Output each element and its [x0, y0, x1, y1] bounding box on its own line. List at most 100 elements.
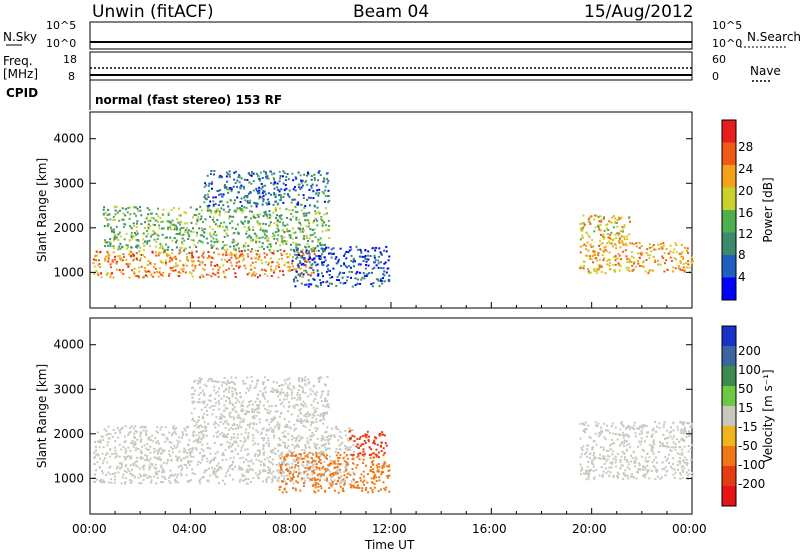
data-cell — [241, 468, 244, 471]
data-cell — [112, 276, 115, 279]
data-cell — [172, 427, 175, 430]
data-cell — [241, 211, 244, 214]
data-cell — [228, 412, 231, 415]
data-cell — [261, 245, 264, 248]
data-cell — [318, 466, 321, 469]
data-cell — [115, 237, 118, 240]
data-cell — [670, 260, 673, 262]
data-cell — [155, 482, 158, 485]
data-cell — [295, 480, 298, 483]
data-cell — [266, 411, 269, 414]
data-cell — [659, 477, 662, 480]
data-cell — [311, 432, 314, 434]
data-cell — [117, 255, 119, 257]
data-cell — [206, 208, 209, 211]
data-cell — [261, 393, 264, 396]
data-cell — [651, 246, 654, 249]
data-cell — [258, 246, 261, 249]
data-cell — [194, 264, 197, 267]
data-cell — [258, 177, 261, 180]
data-cell — [658, 422, 661, 425]
data-cell — [145, 235, 148, 238]
data-cell — [657, 451, 660, 453]
data-cell — [267, 466, 270, 469]
data-cell — [161, 227, 164, 230]
data-cell — [308, 273, 311, 276]
data-cell — [294, 285, 297, 288]
data-cell — [236, 436, 239, 439]
freq-panel — [89, 51, 772, 82]
data-cell — [287, 463, 290, 466]
data-cell — [92, 258, 95, 261]
data-cell — [293, 466, 296, 469]
data-cell — [645, 473, 648, 476]
data-cell — [306, 236, 309, 239]
data-cell — [321, 261, 323, 264]
data-cell — [171, 252, 174, 255]
power-tick-4: 4 — [738, 270, 746, 284]
data-cell — [349, 453, 352, 456]
data-cell — [127, 265, 130, 268]
data-cell — [608, 220, 611, 223]
data-cell — [282, 224, 285, 227]
data-cell — [96, 461, 99, 464]
data-cell — [599, 453, 601, 456]
data-cell — [323, 454, 326, 457]
data-cell — [316, 285, 319, 288]
data-cell — [280, 195, 282, 198]
freq-tick-bottom: 8 — [68, 70, 75, 83]
data-cell — [216, 225, 219, 228]
data-cell — [120, 448, 123, 451]
data-cell — [643, 468, 646, 471]
data-cell — [240, 426, 243, 429]
data-cell — [264, 171, 267, 174]
data-cell — [307, 279, 310, 282]
data-cell — [278, 423, 281, 426]
data-cell — [283, 475, 286, 478]
data-cell — [227, 467, 230, 470]
data-cell — [288, 387, 291, 390]
data-cell — [674, 267, 677, 270]
data-cell — [228, 386, 231, 389]
data-cell — [268, 203, 271, 205]
data-cell — [681, 454, 684, 457]
data-cell — [174, 269, 177, 272]
data-cell — [233, 209, 236, 212]
data-cell — [291, 462, 294, 465]
data-cell — [248, 228, 251, 231]
data-cell — [285, 240, 288, 243]
data-cell — [652, 441, 655, 444]
data-cell — [264, 213, 267, 216]
data-cell — [249, 191, 252, 193]
data-cell — [224, 258, 227, 261]
data-cell — [374, 249, 377, 252]
data-cell — [129, 457, 132, 460]
data-cell — [663, 445, 666, 448]
data-cell — [249, 199, 252, 202]
data-cell — [299, 228, 302, 231]
data-cell — [280, 240, 283, 243]
data-cell — [146, 455, 149, 457]
data-cell — [665, 259, 668, 262]
data-cell — [298, 221, 301, 224]
data-cell — [145, 447, 148, 450]
data-cell — [318, 212, 321, 215]
data-cell — [593, 458, 596, 461]
data-cell — [211, 466, 214, 469]
data-cell — [687, 263, 690, 266]
data-cell — [138, 276, 140, 279]
data-cell — [242, 444, 245, 447]
data-cell — [342, 272, 345, 274]
data-cell — [625, 444, 628, 447]
data-cell — [280, 412, 283, 414]
data-cell — [234, 170, 237, 173]
data-cell — [647, 269, 650, 272]
data-cell — [160, 466, 163, 469]
data-cell — [201, 262, 204, 265]
data-cell — [316, 274, 319, 277]
data-cell — [298, 472, 301, 475]
data-cell — [340, 443, 342, 446]
data-cell — [307, 273, 309, 276]
data-cell — [297, 201, 300, 204]
data-cell — [235, 257, 238, 260]
